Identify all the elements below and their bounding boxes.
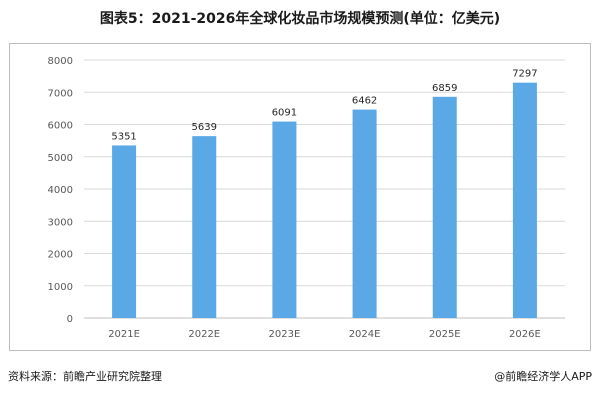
- y-tick-label: 8000: [48, 56, 73, 67]
- data-labels: 5351 5639 6091 6462 6859 7297: [111, 69, 537, 143]
- bar: [512, 82, 537, 318]
- credit-note: @前瞻经济学人APP: [494, 370, 592, 383]
- x-axis-ticks: 2021E 2022E 2023E 2024E 2025E 2026E: [108, 329, 541, 340]
- bar: [272, 121, 297, 318]
- x-tick-label: 2021E: [108, 329, 140, 340]
- data-label: 5639: [192, 122, 217, 133]
- data-label: 6859: [432, 83, 457, 94]
- y-tick-label: 7000: [48, 88, 73, 99]
- y-tick-label: 2000: [48, 250, 73, 261]
- y-tick-label: 4000: [48, 185, 73, 196]
- source-note: 资料来源：前瞻产业研究院整理: [8, 370, 162, 383]
- x-tick-label: 2022E: [188, 329, 220, 340]
- bar: [432, 96, 457, 319]
- x-tick-label: 2024E: [349, 329, 381, 340]
- data-label: 7297: [512, 69, 537, 80]
- y-tick-label: 1000: [48, 282, 73, 293]
- chart-title: 图表5：2021-2026年全球化妆品市场规模预测(单位：亿美元): [99, 11, 501, 27]
- bar: [352, 109, 377, 319]
- data-label: 6462: [352, 96, 377, 107]
- bars: [112, 82, 537, 319]
- x-tick-label: 2023E: [269, 329, 301, 340]
- bar: [112, 145, 137, 318]
- data-label: 6091: [272, 108, 297, 119]
- y-tick-label: 6000: [48, 121, 73, 132]
- y-tick-label: 3000: [48, 217, 73, 228]
- bar: [192, 136, 217, 318]
- grid-lines: [84, 59, 565, 319]
- x-tick-label: 2026E: [509, 329, 541, 340]
- chart-frame: [9, 43, 591, 351]
- y-axis-ticks: 0 1000 2000 3000 4000 5000 6000 7000 8000: [48, 56, 73, 325]
- x-tick-label: 2025E: [429, 329, 461, 340]
- y-tick-label: 0: [67, 314, 73, 325]
- bar-chart: 0 1000 2000 3000 4000 5000 6000 7000 8000 5351 56…: [48, 56, 565, 340]
- footer: 资料来源：前瞻产业研究院整理 @前瞻经济学人APP: [0, 368, 600, 388]
- data-label: 5351: [111, 131, 136, 142]
- y-tick-label: 5000: [48, 153, 73, 164]
